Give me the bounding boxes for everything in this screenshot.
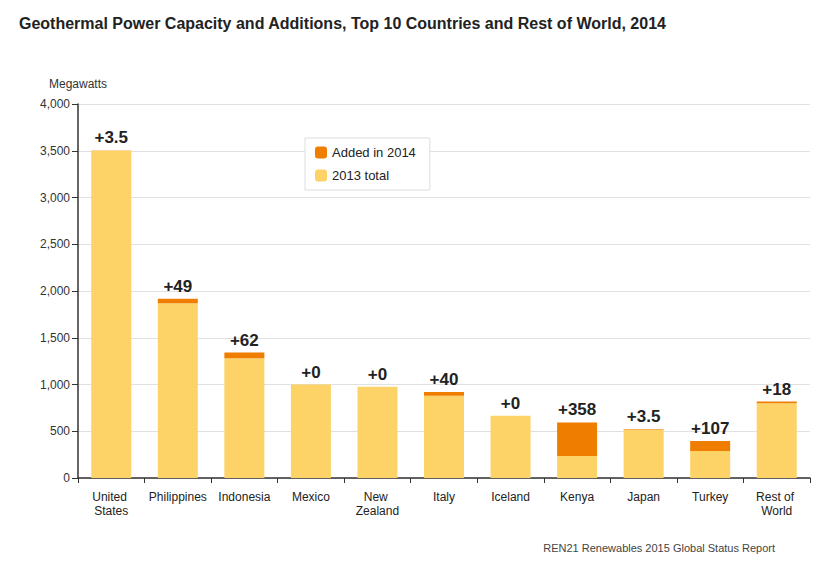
svg-text:3,000: 3,000 — [40, 191, 70, 205]
svg-text:+358: +358 — [558, 400, 596, 419]
svg-text:+49: +49 — [163, 277, 192, 296]
svg-text:REN21 Renewables 2015 Global S: REN21 Renewables 2015 Global Status Repo… — [543, 542, 775, 554]
svg-text:Japan: Japan — [627, 490, 660, 504]
svg-text:+0: +0 — [368, 365, 387, 384]
svg-text:Rest of: Rest of — [756, 490, 797, 504]
svg-text:1,500: 1,500 — [40, 331, 70, 345]
svg-text:+3.5: +3.5 — [627, 407, 661, 426]
svg-text:4,000: 4,000 — [40, 97, 70, 111]
svg-text:+40: +40 — [430, 370, 459, 389]
svg-text:Megawatts: Megawatts — [49, 77, 107, 91]
svg-text:Kenya: Kenya — [560, 490, 594, 504]
svg-text:Geothermal Power Capacity and: Geothermal Power Capacity and Additions,… — [19, 15, 666, 32]
svg-text:+18: +18 — [762, 380, 791, 399]
svg-text:Philippines: Philippines — [149, 490, 207, 504]
svg-text:+107: +107 — [691, 419, 729, 438]
svg-text:New: New — [364, 490, 391, 504]
svg-text:Iceland: Iceland — [491, 490, 530, 504]
svg-text:Italy: Italy — [433, 490, 455, 504]
svg-text:2,000: 2,000 — [40, 284, 70, 298]
svg-text:Added in 2014: Added in 2014 — [332, 145, 416, 160]
svg-text:United: United — [92, 490, 130, 504]
svg-text:+62: +62 — [230, 331, 259, 350]
svg-text:Turkey: Turkey — [692, 490, 728, 504]
svg-text:Mexico: Mexico — [292, 490, 330, 504]
svg-text:Zealand: Zealand — [356, 504, 399, 518]
svg-text:+0: +0 — [301, 363, 320, 382]
svg-text:1,000: 1,000 — [40, 378, 70, 392]
svg-text:+3.5: +3.5 — [94, 128, 128, 147]
svg-text:2,500: 2,500 — [40, 237, 70, 251]
svg-text:2013 total: 2013 total — [332, 168, 389, 183]
svg-text:World: World — [761, 504, 792, 518]
svg-text:States: States — [94, 504, 128, 518]
svg-text:Indonesia: Indonesia — [218, 490, 270, 504]
svg-text:+0: +0 — [501, 394, 520, 413]
svg-text:3,500: 3,500 — [40, 144, 70, 158]
svg-text:0: 0 — [63, 471, 70, 485]
svg-text:500: 500 — [50, 424, 70, 438]
